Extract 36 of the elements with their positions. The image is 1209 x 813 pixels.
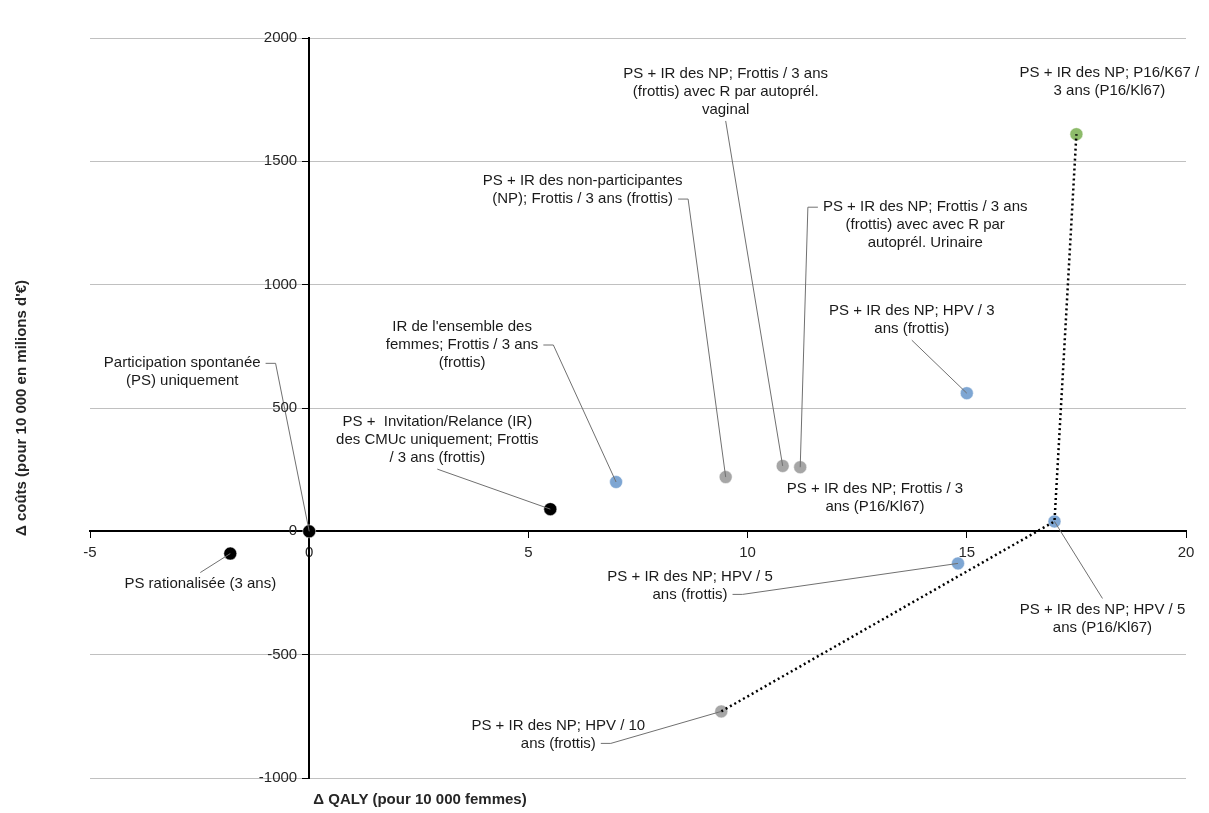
annotation: PS + Invitation/Relance (IR) des CMUc uniquement; Frottis / 3 ans (frottis) [336, 412, 539, 466]
point [951, 556, 965, 571]
y-tick-label: 1000 [263, 274, 298, 292]
annotation: PS + IR des non-participantes (NP); Frottis / 3 ans (frottis) [482, 171, 683, 207]
annotation: PS + IR des NP; HPV / 5 ans (frottis) [607, 566, 773, 602]
annotation: PS rationalisée (3 ans) [124, 573, 277, 591]
x-tick-label: 15 [958, 543, 976, 561]
y-tick-label: -1000 [258, 768, 298, 786]
x-tick-label: 20 [1177, 543, 1195, 561]
point [960, 386, 974, 400]
annotation: PS + IR des NP; HPV / 3 ans (frottis) [829, 301, 995, 337]
x-axis-title: Δ QALY (pour 10 000 femmes) [313, 790, 527, 808]
x-tick-label: 5 [524, 543, 533, 561]
annotation: PS + IR des NP; Frottis / 3 ans (P16/Kl67) [786, 479, 964, 515]
point [793, 460, 807, 474]
point [543, 502, 558, 516]
x-tick-label: -5 [83, 543, 97, 561]
y-tick-label: -500 [267, 644, 298, 662]
annotation: PS + IR des NP; P16/K67 / 3 ans (P16/Kl67) [1019, 63, 1201, 99]
y-tick-label: 2000 [263, 28, 298, 46]
point [609, 475, 623, 489]
point [302, 524, 316, 539]
annotation: PS + IR des NP; HPV / 5 ans (P16/Kl67) [1019, 599, 1186, 635]
y-tick-label: 1500 [263, 151, 298, 169]
y-axis-title: Δ coûts (pour 10 000 en milions d'€) [12, 279, 30, 537]
point [775, 459, 790, 473]
annotation: PS + IR des NP; Frottis / 3 ans (frottis) avec R par autoprél. vaginal [623, 64, 829, 118]
x-tick-label: 10 [739, 543, 756, 561]
point [718, 470, 733, 484]
point [223, 546, 238, 561]
annotation: IR de l'ensemble des femmes; Frottis / 3 ans (frottis) [385, 317, 539, 371]
annotation: Participation spontanée (PS) uniquement [103, 353, 261, 389]
annotation: PS + IR des NP; Frottis / 3 ans (frottis) avec avec R par autoprél. Urinaire [822, 197, 1028, 251]
y-tick-label: 500 [272, 398, 298, 416]
annotation: PS + IR des NP; HPV / 10 ans (frottis) [471, 715, 646, 751]
point [1069, 127, 1084, 141]
